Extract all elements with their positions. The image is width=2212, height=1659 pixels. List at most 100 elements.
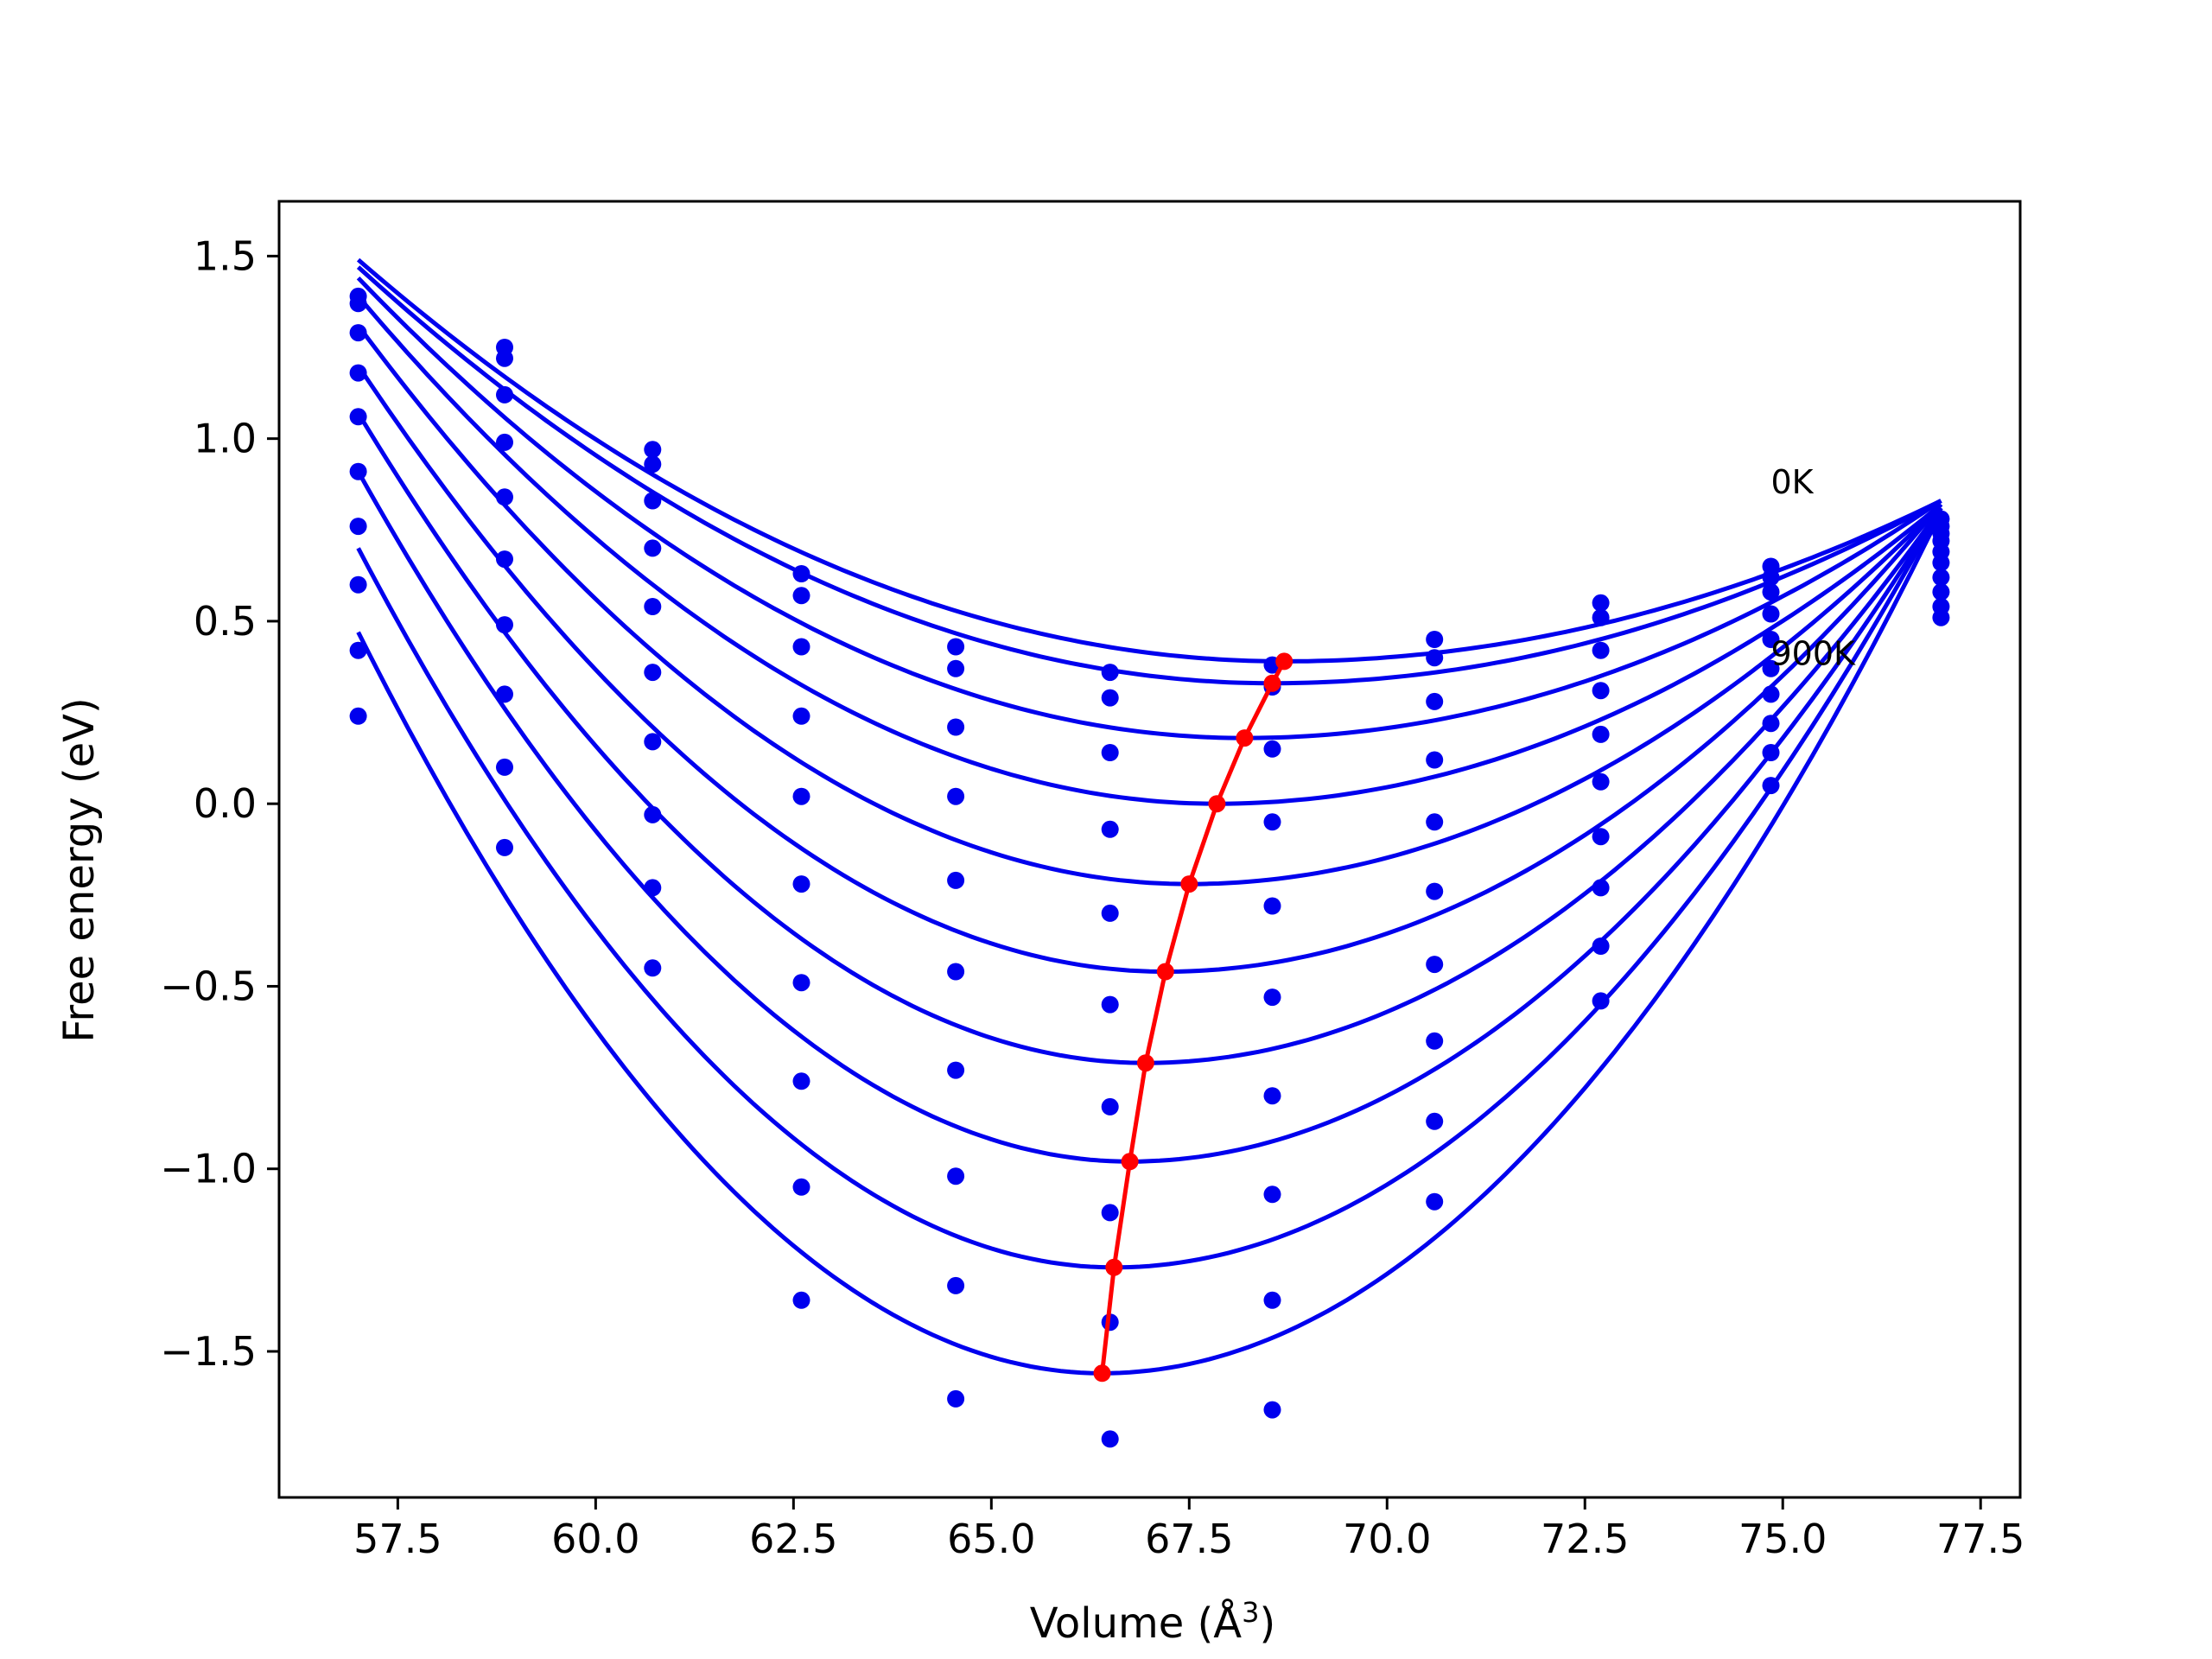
data-point-9-3 <box>792 1291 810 1309</box>
data-point-0-4 <box>947 638 965 656</box>
data-point-3-6 <box>1263 813 1281 831</box>
data-point-2-3 <box>792 638 810 656</box>
data-point-1-3 <box>792 587 810 605</box>
data-point-9-6 <box>1263 1401 1281 1419</box>
data-point-6-8 <box>1592 828 1610 846</box>
data-point-8-2 <box>644 879 662 897</box>
fit-curve-4 <box>356 324 1943 887</box>
x-axis-ticks: 57.5 60.0 62.5 65.0 67.5 70.0 72.5 75.0 77.5 <box>353 1497 2024 1562</box>
annotation-1: 900K <box>1771 635 1857 673</box>
data-point-1-1 <box>496 349 513 367</box>
data-point-6-6 <box>1263 1087 1281 1105</box>
data-point-3-8 <box>1592 682 1610 700</box>
minimum-point-0 <box>1275 652 1294 671</box>
minimum-point-6 <box>1136 1054 1154 1072</box>
data-point-8-3 <box>792 1178 810 1196</box>
data-point-5-3 <box>792 875 810 893</box>
data-point-9-7 <box>1426 1192 1444 1211</box>
minimum-point-4 <box>1180 875 1198 893</box>
data-point-4-8 <box>1592 725 1610 743</box>
data-point-3-1 <box>496 433 513 451</box>
data-point-5-10 <box>1932 554 1950 572</box>
y-axis-label: Free energy (eV) <box>55 697 104 1042</box>
x-axis-label-text: Volume (Å <box>1030 1599 1243 1648</box>
data-point-7-7 <box>1426 1032 1444 1050</box>
data-point-5-0 <box>349 462 367 480</box>
data-points <box>349 287 1950 1448</box>
data-point-6-7 <box>1426 956 1444 974</box>
data-point-9-9 <box>1762 777 1780 795</box>
data-point-1-8 <box>1592 608 1610 626</box>
y-tick-label-2: −0.5 <box>160 963 257 1009</box>
x-tick-label-4: 67.5 <box>1145 1516 1233 1562</box>
x-tick-label-0: 57.5 <box>353 1516 442 1562</box>
data-point-2-5 <box>1101 744 1119 761</box>
minima-line <box>1093 652 1294 1382</box>
data-point-6-3 <box>792 974 810 992</box>
data-point-3-3 <box>792 707 810 725</box>
data-point-4-3 <box>792 787 810 805</box>
fit-curve-9 <box>356 511 1943 1376</box>
fit-curve-3 <box>356 295 1942 806</box>
data-point-7-1 <box>496 685 513 703</box>
x-axis-label: Volume (Å3) <box>1030 1596 1275 1648</box>
data-point-7-2 <box>644 805 662 823</box>
data-point-6-10 <box>1932 569 1950 587</box>
data-point-9-2 <box>644 959 662 977</box>
data-point-7-4 <box>947 1167 965 1185</box>
data-point-3-9 <box>1762 605 1780 623</box>
data-point-2-4 <box>947 718 965 736</box>
y-tick-label-0: −1.5 <box>160 1328 257 1375</box>
data-point-5-7 <box>1426 882 1444 900</box>
x-tick-label-1: 60.0 <box>551 1516 639 1562</box>
data-point-2-7 <box>1426 692 1444 710</box>
data-point-0-5 <box>1101 664 1119 682</box>
y-tick-label-1: −1.0 <box>160 1146 257 1192</box>
data-point-3-2 <box>644 539 662 557</box>
y-tick-label-3: 0.0 <box>194 780 257 827</box>
data-point-5-4 <box>947 963 965 981</box>
data-point-8-8 <box>1592 938 1610 955</box>
minimum-point-8 <box>1105 1258 1123 1276</box>
data-point-5-9 <box>1762 659 1780 677</box>
data-point-6-9 <box>1762 685 1780 703</box>
data-point-7-5 <box>1101 1204 1119 1222</box>
data-point-9-1 <box>496 838 513 856</box>
data-point-2-9 <box>1762 583 1780 601</box>
fit-curve-7 <box>356 470 1943 1164</box>
y-tick-label-5: 1.0 <box>194 416 257 462</box>
data-point-2-1 <box>496 385 513 404</box>
data-point-5-6 <box>1263 988 1281 1007</box>
data-point-9-8 <box>1592 992 1610 1010</box>
data-point-7-6 <box>1263 1185 1281 1204</box>
minimum-point-9 <box>1093 1364 1111 1382</box>
y-tick-label-4: 0.5 <box>194 598 257 645</box>
minimum-point-3 <box>1208 795 1226 813</box>
fit-curve-5 <box>356 364 1943 974</box>
minima-polyline <box>1100 660 1287 1374</box>
data-point-2-8 <box>1592 641 1610 659</box>
data-point-5-2 <box>644 664 662 682</box>
data-point-7-0 <box>349 575 367 594</box>
y-axis-ticks: −1.5 −1.0 −0.5 0.0 0.5 1.0 1.5 <box>160 232 279 1375</box>
data-point-3-0 <box>349 364 367 382</box>
annotation-0: 0K <box>1771 463 1815 501</box>
data-point-7-10 <box>1932 583 1950 601</box>
annotations: 0K 900K <box>1771 463 1857 673</box>
minimum-point-7 <box>1121 1153 1139 1171</box>
data-point-4-1 <box>496 488 513 506</box>
minimum-point-5 <box>1156 963 1174 981</box>
data-point-5-5 <box>1101 995 1119 1014</box>
fit-curve-8 <box>356 506 1943 1270</box>
x-tick-label-6: 72.5 <box>1541 1516 1629 1562</box>
minimum-point-2 <box>1236 729 1254 747</box>
fit-curve-2 <box>356 276 1942 741</box>
data-point-0-2 <box>644 441 662 459</box>
data-point-8-0 <box>349 641 367 659</box>
data-point-6-4 <box>947 1061 965 1079</box>
data-point-0-7 <box>1426 631 1444 648</box>
data-point-9-4 <box>947 1389 965 1408</box>
data-point-1-4 <box>947 659 965 677</box>
x-tick-label-7: 75.0 <box>1738 1516 1827 1562</box>
